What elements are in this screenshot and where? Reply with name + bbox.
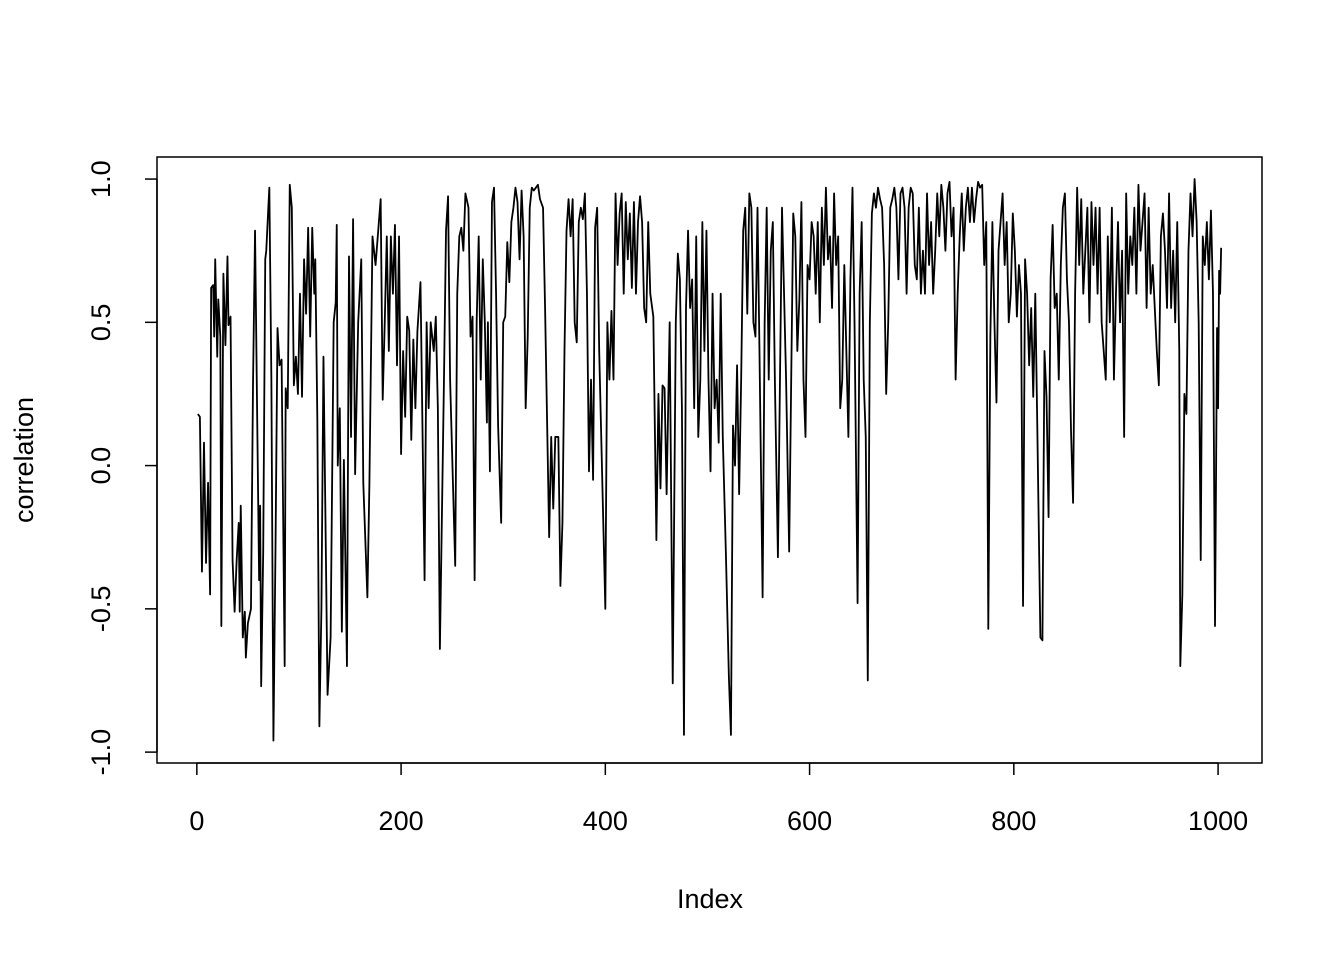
x-tick-label: 200 [379, 806, 424, 836]
x-tick-label: 1000 [1188, 806, 1248, 836]
y-tick-label: 0.5 [86, 304, 116, 342]
y-axis-label: correlation [9, 397, 39, 523]
data-line [197, 178, 1223, 742]
y-tick-label: 1.0 [86, 160, 116, 198]
x-tick-label: 600 [787, 806, 832, 836]
x-tick-label: 0 [189, 806, 204, 836]
y-tick-label: 0.0 [86, 447, 116, 485]
x-tick-label: 800 [991, 806, 1036, 836]
x-axis-label: Index [677, 884, 744, 914]
y-tick-label: -0.5 [86, 586, 116, 633]
x-tick-label: 400 [583, 806, 628, 836]
y-tick-label: -1.0 [86, 729, 116, 776]
